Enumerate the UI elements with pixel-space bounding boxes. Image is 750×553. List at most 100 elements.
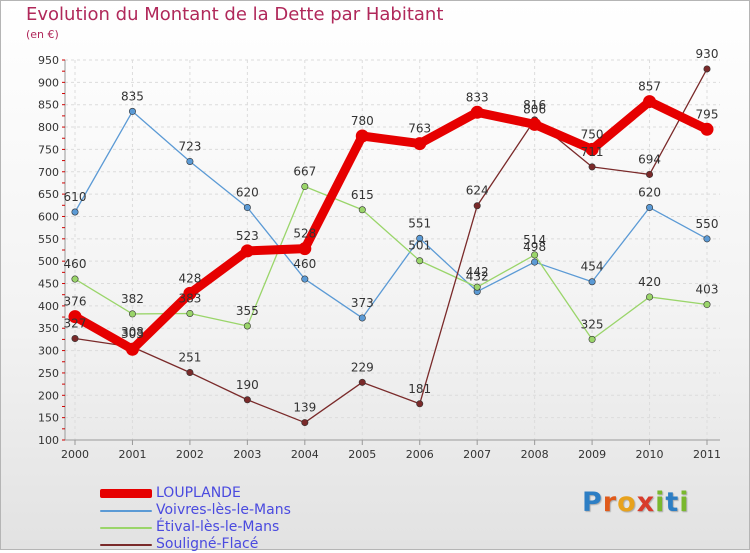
series-3-data-label: 308 xyxy=(121,325,144,339)
series-3-point xyxy=(416,400,424,408)
series-2-data-label: 501 xyxy=(408,239,431,253)
y-tick-label: 250 xyxy=(38,367,59,380)
series-1-point xyxy=(646,204,654,212)
y-tick-label: 750 xyxy=(38,143,59,156)
series-0-data-label: 750 xyxy=(581,127,604,141)
logo-letter: t xyxy=(665,487,680,518)
series-3-line xyxy=(74,68,708,424)
legend-swatch xyxy=(100,527,152,529)
series-1-data-label: 498 xyxy=(523,240,546,254)
series-0-data-label: 428 xyxy=(178,271,201,285)
series-1-point xyxy=(588,278,596,286)
y-tick-label: 700 xyxy=(38,166,59,179)
series-2-data-label: 325 xyxy=(581,317,604,331)
x-tick-label: 2007 xyxy=(463,448,491,461)
series-1-point xyxy=(71,208,79,216)
series-0-data-label: 528 xyxy=(293,227,316,241)
logo-letter: i xyxy=(679,487,690,518)
series-1-data-label: 551 xyxy=(408,216,431,230)
series-1-data-label: 373 xyxy=(351,296,374,310)
y-tick-label: 350 xyxy=(38,322,59,335)
series-2-point xyxy=(531,251,539,259)
y-tick-label: 100 xyxy=(38,434,59,447)
series-0-point xyxy=(700,122,714,136)
series-1-line xyxy=(74,110,708,319)
series-0-data-label: 795 xyxy=(696,107,719,121)
series-2-data-label: 514 xyxy=(523,233,546,247)
legend-label: Voivres-lès-le-Mans xyxy=(156,502,291,518)
series-0-data-label: 523 xyxy=(236,229,259,243)
x-tick-label: 2002 xyxy=(176,448,204,461)
series-2-point xyxy=(128,310,136,318)
series-0-data-label: 806 xyxy=(523,102,546,116)
series-2-data-label: 355 xyxy=(236,304,259,318)
series-3-point xyxy=(473,202,481,210)
series-1-data-label: 610 xyxy=(64,190,87,204)
series-2-point xyxy=(186,309,194,317)
series-2-data-label: 403 xyxy=(696,283,719,297)
series-3-point xyxy=(243,396,251,404)
series-0-data-label: 833 xyxy=(466,90,489,104)
x-tick-label: 2009 xyxy=(578,448,606,461)
x-tick-label: 2010 xyxy=(636,448,664,461)
series-1-data-label: 454 xyxy=(581,260,604,274)
series-0-data-label: 763 xyxy=(408,122,431,136)
series-0-line xyxy=(70,97,712,354)
series-2-data-label: 442 xyxy=(466,265,489,279)
series-3-data-label: 930 xyxy=(696,47,719,61)
series-2-point xyxy=(646,293,654,301)
series-0-point xyxy=(240,244,254,258)
series-1-point xyxy=(243,204,251,212)
logo-letter: o xyxy=(617,487,637,518)
series-0-point xyxy=(585,142,599,156)
series-3-data-label: 694 xyxy=(638,152,661,166)
series-3-point xyxy=(186,368,194,376)
series-3-point xyxy=(301,419,309,427)
series-2-point xyxy=(416,257,424,265)
series-1-data-label: 460 xyxy=(293,257,316,271)
series-3-data-label: 327 xyxy=(64,317,87,331)
series-1-point xyxy=(128,107,136,115)
series-0-point xyxy=(298,242,312,256)
series-0-point xyxy=(413,137,427,151)
y-tick-label: 650 xyxy=(38,188,59,201)
series-3-point xyxy=(703,65,711,73)
series-2-point xyxy=(243,322,251,330)
series-3-data-label: 624 xyxy=(466,184,489,198)
series-2-data-label: 383 xyxy=(178,291,201,305)
series-2-point xyxy=(71,275,79,283)
series-3-point xyxy=(588,163,596,171)
x-tick-label: 2001 xyxy=(118,448,146,461)
y-tick-label: 400 xyxy=(38,300,59,313)
series-0-data-label: 857 xyxy=(638,80,661,94)
series-2-point xyxy=(473,283,481,291)
x-tick-label: 2011 xyxy=(693,448,721,461)
series-3-point xyxy=(646,170,654,178)
legend-swatch xyxy=(100,510,152,512)
y-tick-label: 800 xyxy=(38,121,59,134)
y-tick-label: 500 xyxy=(38,255,59,268)
series-layer xyxy=(68,65,714,427)
x-tick-label: 2004 xyxy=(291,448,319,461)
axis-layer: 100 150 200 250 300 350 400 450 500 550 600 650 700 7… xyxy=(38,54,721,461)
series-0-data-label: 376 xyxy=(64,295,87,309)
logo-letter: i xyxy=(655,487,666,518)
x-tick-label: 2008 xyxy=(521,448,549,461)
legend-label: LOUPLANDE xyxy=(156,485,241,501)
series-3-data-label: 816 xyxy=(523,98,546,112)
data-label-layer: 376 303 428 523 528 780 763 833 806 750 857 795 610 8… xyxy=(64,47,719,415)
legend-swatch xyxy=(100,544,152,546)
logo-letter: x xyxy=(636,487,656,518)
series-2-data-label: 420 xyxy=(638,275,661,289)
y-tick-label: 150 xyxy=(38,412,59,425)
series-3-data-label: 139 xyxy=(293,401,316,415)
series-2-line xyxy=(74,185,708,341)
series-2-point xyxy=(301,183,309,191)
y-tick-label: 550 xyxy=(38,233,59,246)
x-tick-label: 2005 xyxy=(348,448,376,461)
y-tick-label: 900 xyxy=(38,76,59,89)
y-tick-label: 450 xyxy=(38,278,59,291)
logo-letter: P xyxy=(582,487,603,518)
